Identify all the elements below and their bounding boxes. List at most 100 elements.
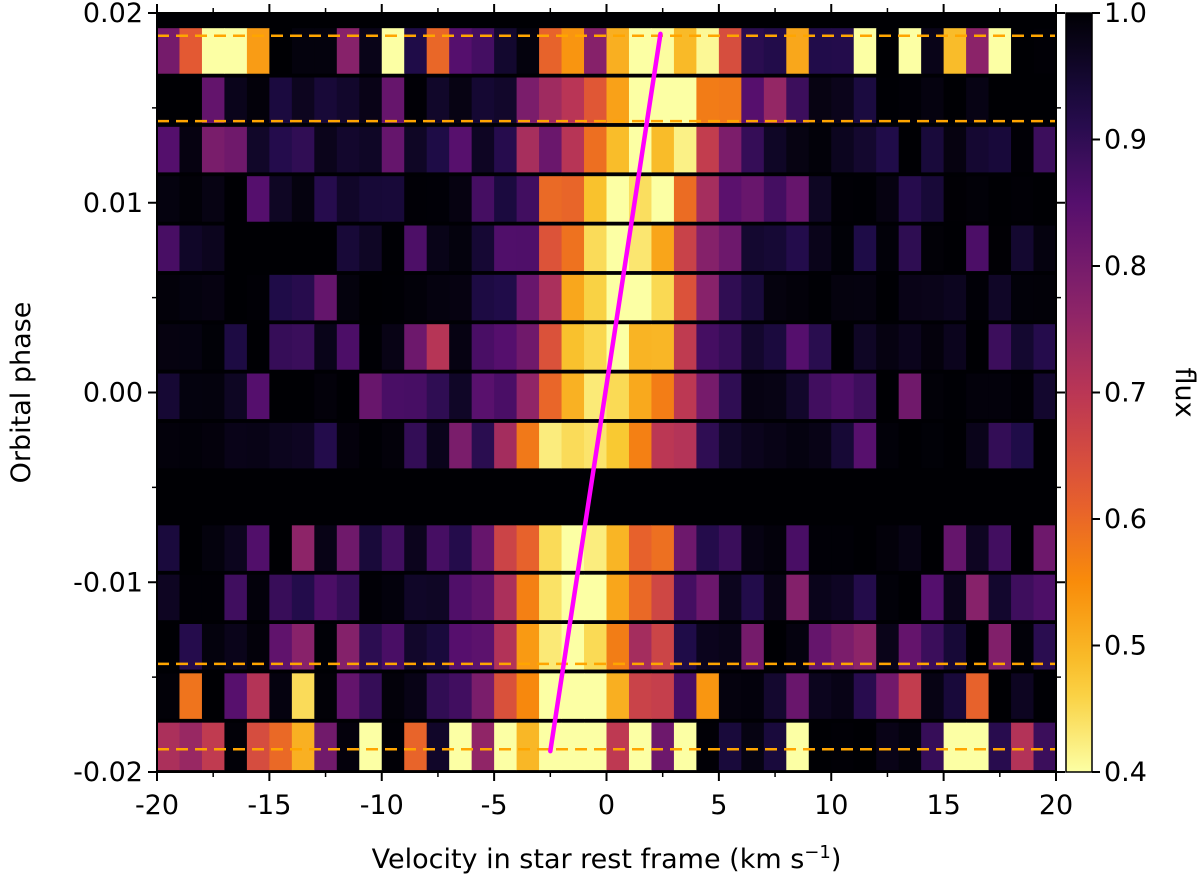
heatmap-cell xyxy=(831,373,855,420)
colorbar-tick-label: 0.4 xyxy=(1104,757,1147,788)
heatmap-cell xyxy=(966,422,990,469)
heatmap-cell xyxy=(943,28,967,74)
y-tick-label: -0.01 xyxy=(73,567,143,598)
heatmap-cell xyxy=(876,176,900,222)
heatmap-cell xyxy=(831,722,855,771)
heatmap-cell xyxy=(718,126,742,173)
heatmap-cell xyxy=(381,274,405,321)
heatmap-cell xyxy=(584,274,607,321)
heatmap-cell xyxy=(314,722,338,771)
heatmap-cell xyxy=(584,324,607,370)
heatmap-cell xyxy=(494,525,518,571)
heatmap-cell xyxy=(336,623,360,670)
heatmap-cell xyxy=(584,225,607,272)
heatmap-cell xyxy=(988,324,1012,370)
heatmap-cell xyxy=(718,28,742,74)
heatmap-cell xyxy=(853,722,877,771)
heatmap-cell xyxy=(157,126,180,173)
heatmap-cell xyxy=(741,176,765,222)
heatmap-cell xyxy=(831,574,855,621)
heatmap-cell xyxy=(516,373,540,420)
heatmap-cell xyxy=(651,274,675,321)
heatmap-cell xyxy=(741,225,765,272)
heatmap-cell xyxy=(404,574,428,621)
heatmap-cell xyxy=(876,225,900,272)
heatmap-cell xyxy=(696,324,720,370)
heatmap-cell xyxy=(516,274,540,321)
heatmap-cell xyxy=(696,126,720,173)
heatmap-cell xyxy=(381,324,405,370)
heatmap-cell xyxy=(1011,623,1035,670)
heatmap-cell xyxy=(763,525,787,571)
heatmap-cell xyxy=(201,176,225,222)
heatmap-cell xyxy=(606,574,630,621)
x-tick-label: 10 xyxy=(814,790,848,821)
heatmap-cell xyxy=(966,126,990,173)
heatmap-cell xyxy=(718,525,742,571)
heatmap-cell xyxy=(561,673,585,719)
heatmap-cell xyxy=(763,722,787,771)
heatmap-cell xyxy=(426,28,450,74)
heatmap-cell xyxy=(224,176,248,222)
heatmap-cell xyxy=(201,324,225,370)
heatmap-cell xyxy=(988,274,1012,321)
heatmap-cell xyxy=(943,673,967,719)
heatmap-cell xyxy=(921,324,945,370)
heatmap-cell xyxy=(336,274,360,321)
heatmap-cell xyxy=(696,225,720,272)
heatmap-cell xyxy=(673,722,697,771)
heatmap-cell xyxy=(561,225,585,272)
heatmap-cell xyxy=(628,373,652,420)
heatmap-cell xyxy=(494,225,518,272)
heatmap-cell xyxy=(988,422,1012,469)
heatmap-cell xyxy=(539,422,563,469)
heatmap-cell xyxy=(516,126,540,173)
heatmap-cell xyxy=(426,324,450,370)
heatmap-cell xyxy=(741,673,765,719)
heatmap-cell xyxy=(246,673,270,719)
heatmap-cell xyxy=(449,422,473,469)
heatmap-cell xyxy=(471,77,495,124)
heatmap-cell xyxy=(404,623,428,670)
heatmap-cell xyxy=(269,525,293,571)
heatmap-cell xyxy=(988,525,1012,571)
heatmap-cell xyxy=(786,373,810,420)
x-axis-ticks: -20 -15 -10 -5 0 5 10 15 20 xyxy=(135,4,1073,821)
heatmap-cell xyxy=(314,225,338,272)
heatmap-cell xyxy=(314,28,338,74)
heatmap-cell xyxy=(269,176,293,222)
heatmap-cell xyxy=(314,673,338,719)
heatmap-cell xyxy=(786,77,810,124)
heatmap-cell xyxy=(763,673,787,719)
heatmap-cell xyxy=(673,623,697,670)
heatmap-cell xyxy=(269,77,293,124)
heatmap-cell xyxy=(179,574,203,621)
x-tick-label: 20 xyxy=(1039,790,1073,821)
heatmap-cell xyxy=(606,28,630,74)
heatmap-cell xyxy=(381,623,405,670)
heatmap-cell xyxy=(943,176,967,222)
heatmap-cell xyxy=(763,373,787,420)
heatmap-cell xyxy=(291,77,315,124)
heatmap-cell xyxy=(426,126,450,173)
heatmap-cell xyxy=(224,722,248,771)
heatmap-cell xyxy=(651,324,675,370)
heatmap-cell xyxy=(718,422,742,469)
heatmap-cell xyxy=(853,623,877,670)
heatmap-cell xyxy=(449,574,473,621)
heatmap-cell xyxy=(157,673,180,719)
heatmap-cell xyxy=(224,673,248,719)
heatmap-cell xyxy=(651,574,675,621)
heatmap-cell xyxy=(269,422,293,469)
heatmap-cell xyxy=(246,126,270,173)
colorbar-tick-label: 1.0 xyxy=(1104,0,1147,29)
heatmap-cell xyxy=(1033,274,1057,321)
heatmap-cell xyxy=(314,176,338,222)
heatmap-cell xyxy=(988,225,1012,272)
heatmap-cell xyxy=(853,673,877,719)
heatmap-cell xyxy=(449,274,473,321)
heatmap-cell xyxy=(1033,77,1057,124)
heatmap-cell xyxy=(831,673,855,719)
heatmap-cell xyxy=(201,623,225,670)
heatmap-cell xyxy=(1033,225,1057,272)
